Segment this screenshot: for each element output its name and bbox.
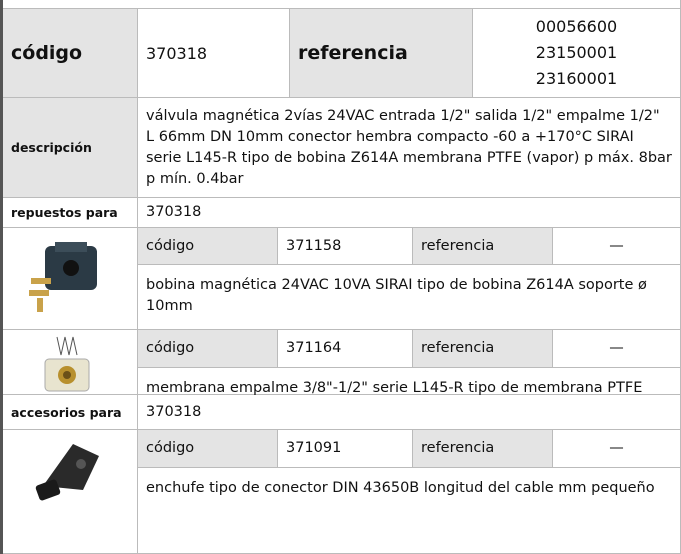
reference: 23150001 — [535, 43, 618, 62]
references: 00056600 23150001 23160001 — [473, 9, 681, 98]
item-reference-label: referencia — [413, 330, 553, 368]
section-code: 370318 — [138, 395, 681, 430]
image-cell — [3, 228, 138, 330]
reference: 23160001 — [535, 69, 618, 88]
image-cell — [3, 330, 138, 395]
item-reference: — — [553, 330, 681, 368]
reference-label: referencia — [290, 9, 473, 98]
membrane-image — [44, 336, 90, 392]
description-label: descripción — [3, 98, 138, 198]
item-code: 371164 — [278, 330, 413, 368]
connector-image — [35, 444, 99, 501]
coil-image — [29, 242, 97, 312]
item-description: membrana empalme 3/8"-1/2" serie L145-R … — [138, 368, 681, 396]
section-label: repuestos para — [3, 198, 138, 228]
item-description: bobina magnética 24VAC 10VA SIRAI tipo d… — [138, 265, 681, 330]
top-strip — [3, 0, 681, 9]
section-code: 370318 — [138, 198, 681, 228]
item-reference-label: referencia — [413, 228, 553, 265]
reference: 00056600 — [535, 17, 618, 36]
code: 370318 — [138, 9, 290, 98]
item-code-label: código — [138, 430, 278, 468]
item-code: 371158 — [278, 228, 413, 265]
description-text: válvula magnética 2vías 24VAC entrada 1/… — [138, 98, 681, 198]
section-label: accesorios para — [3, 395, 138, 430]
item-code-label: código — [138, 330, 278, 368]
item-description: enchufe tipo de conector DIN 43650B long… — [138, 468, 681, 554]
item-reference: — — [553, 430, 681, 468]
item-code: 371091 — [278, 430, 413, 468]
item-code-label: código — [138, 228, 278, 265]
item-reference: — — [553, 228, 681, 265]
code-label: código — [3, 9, 138, 98]
item-reference-label: referencia — [413, 430, 553, 468]
